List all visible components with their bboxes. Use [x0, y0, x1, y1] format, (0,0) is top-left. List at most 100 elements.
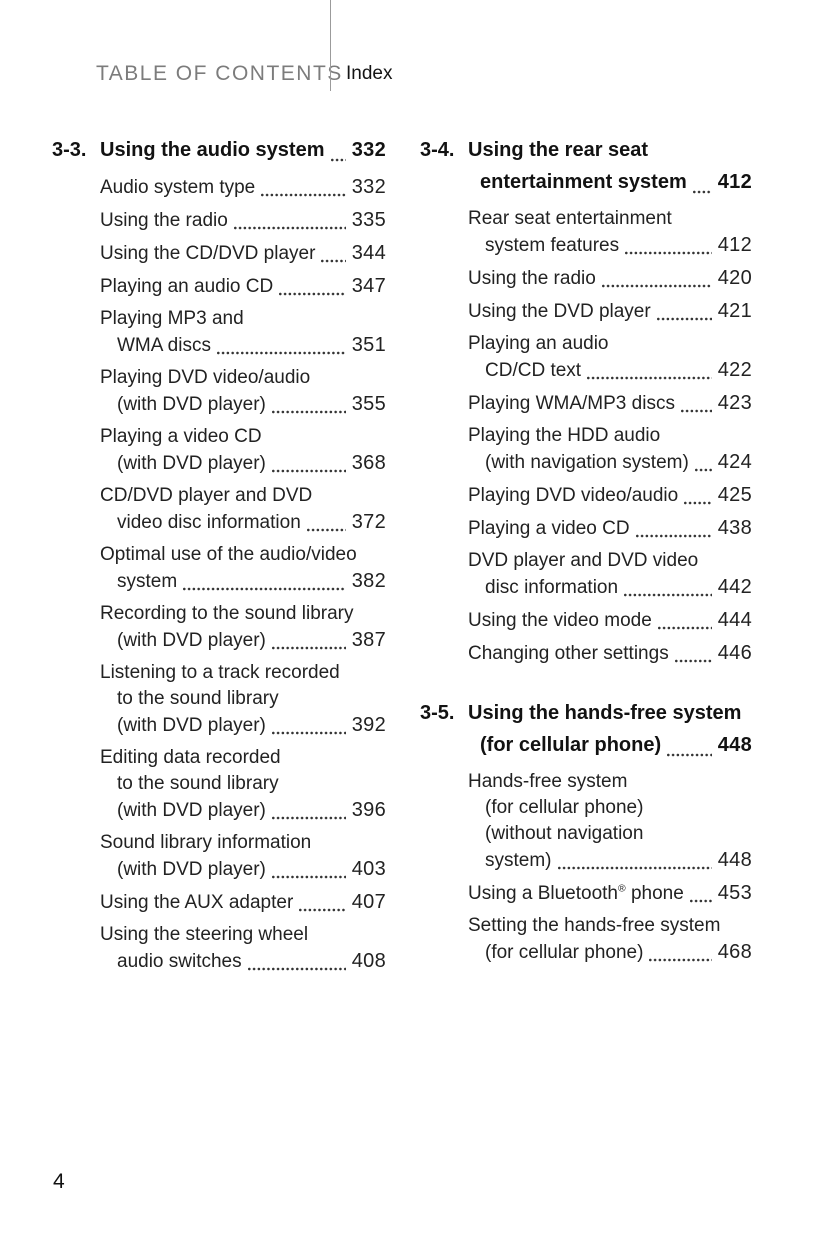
entry-line[interactable]: (with DVD player) 396	[100, 797, 386, 824]
entry-line[interactable]: CD/CD text 422	[468, 357, 752, 384]
entry-line[interactable]: Using the radio 335	[100, 207, 386, 234]
entry-line[interactable]: (with navigation system) 424	[468, 449, 752, 476]
entry-line[interactable]: Using the steering wheel	[100, 922, 386, 948]
entry-line[interactable]: Playing an audio	[468, 331, 752, 357]
dot-leader	[330, 158, 346, 162]
toc-entry[interactable]: Listening to a track recorded to the soun…	[100, 660, 386, 739]
entry-line[interactable]: system) 448	[468, 847, 752, 874]
entry-line[interactable]: Playing a video CD 438	[468, 515, 752, 542]
section-heading-line[interactable]: Using the hands-free system	[468, 697, 752, 729]
toc-entry[interactable]: Setting the hands-free system (for cellul…	[468, 913, 752, 966]
toc-entry[interactable]: Playing WMA/MP3 discs 423	[468, 390, 752, 417]
entry-line[interactable]: Editing data recorded	[100, 745, 386, 771]
entry-line[interactable]: Using the CD/DVD player 344	[100, 240, 386, 267]
dot-leader	[271, 410, 346, 414]
dot-leader	[656, 317, 712, 321]
entry-text: Using a Bluetooth® phone	[468, 883, 684, 904]
entry-line[interactable]: Playing a video CD	[100, 424, 386, 450]
entry-line[interactable]: Hands-free system	[468, 769, 752, 795]
entry-line[interactable]: Playing DVD video/audio 425	[468, 482, 752, 509]
entry-line[interactable]: Playing MP3 and	[100, 306, 386, 332]
entry-line[interactable]: DVD player and DVD video	[468, 548, 752, 574]
toc-entry[interactable]: Using the radio 335	[100, 207, 386, 234]
dot-leader	[635, 534, 712, 538]
toc-entry[interactable]: Playing an audio CD/CD text 422	[468, 331, 752, 384]
entry-line[interactable]: Optimal use of the audio/video	[100, 542, 386, 568]
entry-line[interactable]: (with DVD player) 387	[100, 627, 386, 654]
entry-line[interactable]: system 382	[100, 568, 386, 595]
entry-line[interactable]: Using the AUX adapter 407	[100, 889, 386, 916]
page-ref: 396	[351, 799, 386, 821]
entry-line[interactable]: to the sound library	[100, 771, 386, 797]
toc-entry[interactable]: Using the DVD player 421	[468, 298, 752, 325]
toc-entry[interactable]: Using the CD/DVD player 344	[100, 240, 386, 267]
entry-line[interactable]: video disc information 372	[100, 509, 386, 536]
toc-entry[interactable]: Audio system type 332	[100, 174, 386, 201]
entry-text: Listening to a track recorded	[100, 662, 340, 683]
entry-line[interactable]: CD/DVD player and DVD	[100, 483, 386, 509]
entry-line[interactable]: Playing an audio CD 347	[100, 273, 386, 300]
heading-text: Using the rear seat	[468, 139, 649, 161]
entry-line[interactable]: Playing the HDD audio	[468, 423, 752, 449]
toc-entry[interactable]: Playing an audio CD 347	[100, 273, 386, 300]
entry-line[interactable]: Playing DVD video/audio	[100, 365, 386, 391]
entry-line[interactable]: (with DVD player) 355	[100, 391, 386, 418]
toc-entry[interactable]: Playing DVD video/audio 425	[468, 482, 752, 509]
toc-entry[interactable]: DVD player and DVD video disc information…	[468, 548, 752, 601]
entry-line[interactable]: Changing other settings 446	[468, 640, 752, 667]
entry-line[interactable]: system features 412	[468, 232, 752, 259]
entry-line[interactable]: Using the DVD player 421	[468, 298, 752, 325]
toc-entry[interactable]: Changing other settings 446	[468, 640, 752, 667]
toc-entry[interactable]: Hands-free system (for cellular phone) (wi…	[468, 769, 752, 874]
toc-entry[interactable]: Playing a video CD 438	[468, 515, 752, 542]
toc-entry[interactable]: CD/DVD player and DVD video disc informat…	[100, 483, 386, 536]
toc-entry[interactable]: Sound library information (with DVD playe…	[100, 830, 386, 883]
toc-entry[interactable]: Playing MP3 and WMA discs 351	[100, 306, 386, 359]
entry-line[interactable]: Using a Bluetooth® phone 453	[468, 880, 752, 907]
entry-line[interactable]: (with DVD player) 368	[100, 450, 386, 477]
section-heading-line[interactable]: Using the audio system 332	[100, 134, 386, 166]
entry-line[interactable]: (for cellular phone) 468	[468, 939, 752, 966]
page-ref: 355	[351, 393, 386, 415]
entry-line[interactable]: to the sound library	[100, 686, 386, 712]
toc-entry[interactable]: Playing DVD video/audio (with DVD player)…	[100, 365, 386, 418]
toc-entry[interactable]: Using a Bluetooth® phone 453	[468, 880, 752, 907]
entry-line[interactable]: Audio system type 332	[100, 174, 386, 201]
section-heading[interactable]: 3-5. Using the hands-free system (for cell…	[420, 697, 752, 761]
toc-entry[interactable]: Optimal use of the audio/video system 382	[100, 542, 386, 595]
dot-leader	[271, 646, 346, 650]
toc-entry[interactable]: Using the AUX adapter 407	[100, 889, 386, 916]
entry-line[interactable]: disc information 442	[468, 574, 752, 601]
entry-line[interactable]: Listening to a track recorded	[100, 660, 386, 686]
section-heading[interactable]: 3-3. Using the audio system 332	[52, 134, 386, 166]
entry-line[interactable]: Recording to the sound library	[100, 601, 386, 627]
toc-entry[interactable]: Playing a video CD (with DVD player) 368	[100, 424, 386, 477]
toc-entry[interactable]: Playing the HDD audio (with navigation sy…	[468, 423, 752, 476]
section-heading-line[interactable]: (for cellular phone) 448	[468, 729, 752, 761]
toc-entry[interactable]: Using the radio 420	[468, 265, 752, 292]
section-heading[interactable]: 3-4. Using the rear seat entertainment sys…	[420, 134, 752, 198]
dot-leader	[216, 351, 346, 355]
section-heading-line[interactable]: Using the rear seat	[468, 134, 752, 166]
page-ref: 438	[717, 517, 752, 539]
entry-line[interactable]: Sound library information	[100, 830, 386, 856]
entry-line[interactable]: Rear seat entertainment	[468, 206, 752, 232]
entry-line[interactable]: Playing WMA/MP3 discs 423	[468, 390, 752, 417]
toc-entry[interactable]: Using the video mode 444	[468, 607, 752, 634]
entry-text: audio switches	[117, 951, 242, 972]
entry-line[interactable]: Setting the hands-free system	[468, 913, 752, 939]
entry-line[interactable]: (without navigation	[468, 821, 752, 847]
entry-line[interactable]: (with DVD player) 392	[100, 712, 386, 739]
entry-line[interactable]: WMA discs 351	[100, 332, 386, 359]
dot-leader	[625, 251, 712, 255]
entry-line[interactable]: Using the radio 420	[468, 265, 752, 292]
toc-entry[interactable]: Rear seat entertainment system features 41…	[468, 206, 752, 259]
toc-entry[interactable]: Recording to the sound library (with DVD …	[100, 601, 386, 654]
section-heading-line[interactable]: entertainment system 412	[468, 166, 752, 198]
toc-entry[interactable]: Editing data recorded to the sound librar…	[100, 745, 386, 824]
entry-line[interactable]: (with DVD player) 403	[100, 856, 386, 883]
entry-line[interactable]: Using the video mode 444	[468, 607, 752, 634]
toc-entry[interactable]: Using the steering wheel audio switches 40…	[100, 922, 386, 975]
entry-line[interactable]: audio switches 408	[100, 948, 386, 975]
entry-line[interactable]: (for cellular phone)	[468, 795, 752, 821]
